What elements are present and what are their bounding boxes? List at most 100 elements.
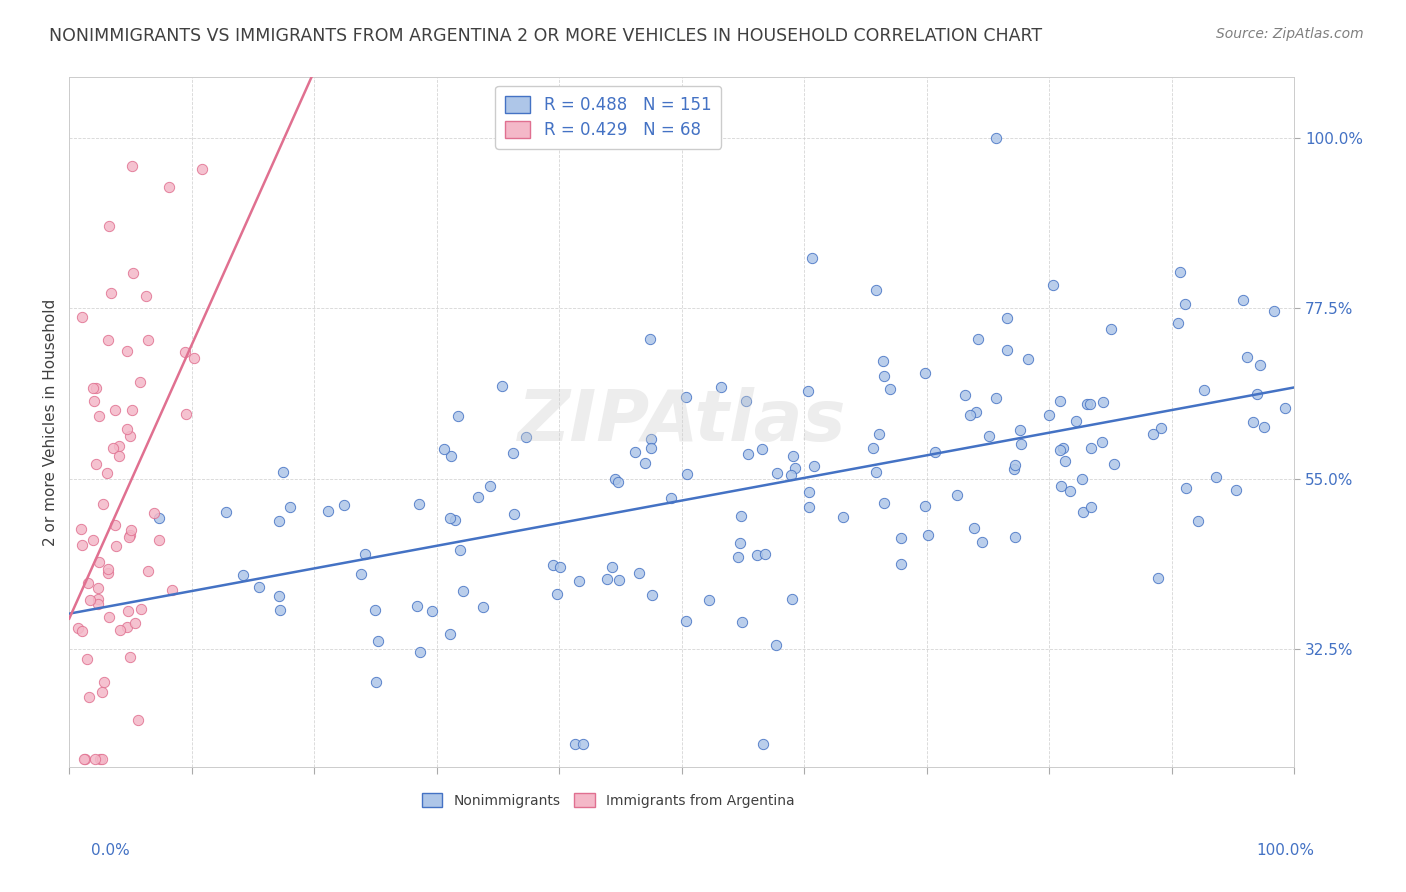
Point: [1192, 383, 1215, 397]
Point: [271, 465, 294, 479]
Point: [832, 510, 855, 524]
Point: [862, 442, 884, 456]
Point: [783, 461, 806, 475]
Point: [122, 266, 145, 280]
Point: [984, 131, 1007, 145]
Point: [364, 603, 387, 617]
Point: [97, 562, 120, 576]
Point: [439, 511, 461, 525]
Point: [1142, 426, 1164, 441]
Point: [917, 528, 939, 542]
Point: [97, 609, 120, 624]
Text: 0.0%: 0.0%: [91, 843, 131, 858]
Point: [502, 507, 524, 521]
Point: [546, 586, 568, 600]
Point: [117, 620, 139, 634]
Point: [797, 500, 820, 514]
Point: [70, 310, 93, 324]
Point: [1253, 419, 1275, 434]
Point: [269, 514, 291, 528]
Point: [797, 485, 820, 500]
Point: [439, 450, 461, 464]
Point: [734, 393, 756, 408]
Point: [1232, 293, 1254, 307]
Point: [143, 506, 166, 520]
Point: [1042, 278, 1064, 293]
Point: [1168, 265, 1191, 279]
Point: [90, 752, 112, 766]
Point: [697, 592, 720, 607]
Point: [148, 511, 170, 525]
Point: [162, 582, 184, 597]
Point: [70, 538, 93, 552]
Point: [965, 405, 987, 419]
Point: [751, 442, 773, 456]
Point: [174, 345, 197, 359]
Point: [868, 427, 890, 442]
Point: [571, 737, 593, 751]
Point: [1090, 435, 1112, 450]
Point: [350, 567, 373, 582]
Point: [118, 531, 141, 545]
Point: [129, 376, 152, 390]
Point: [541, 558, 564, 572]
Point: [433, 442, 456, 456]
Point: [515, 430, 537, 444]
Point: [638, 332, 661, 346]
Point: [872, 353, 894, 368]
Point: [318, 503, 340, 517]
Point: [84, 381, 107, 395]
Point: [568, 574, 591, 589]
Point: [87, 598, 110, 612]
Point: [914, 366, 936, 380]
Point: [606, 475, 628, 489]
Point: [600, 560, 623, 574]
Point: [69, 522, 91, 536]
Point: [1008, 423, 1031, 437]
Point: [641, 588, 664, 602]
Point: [117, 422, 139, 436]
Point: [731, 615, 754, 629]
Point: [77, 576, 100, 591]
Point: [564, 737, 586, 751]
Point: [332, 498, 354, 512]
Point: [765, 638, 787, 652]
Point: [977, 429, 1000, 443]
Point: [87, 409, 110, 423]
Point: [87, 592, 110, 607]
Point: [191, 162, 214, 177]
Point: [215, 505, 238, 519]
Point: [76, 652, 98, 666]
Point: [120, 523, 142, 537]
Point: [451, 584, 474, 599]
Point: [409, 645, 432, 659]
Point: [865, 466, 887, 480]
Point: [491, 379, 513, 393]
Point: [1249, 358, 1271, 372]
Point: [174, 407, 197, 421]
Point: [117, 343, 139, 358]
Text: Source: ZipAtlas.com: Source: ZipAtlas.com: [1216, 27, 1364, 41]
Point: [1174, 297, 1197, 311]
Point: [66, 621, 89, 635]
Point: [405, 599, 427, 614]
Point: [873, 368, 896, 383]
Point: [1071, 505, 1094, 519]
Point: [73, 752, 96, 766]
Point: [1059, 483, 1081, 498]
Point: [183, 351, 205, 366]
Point: [710, 380, 733, 394]
Point: [1241, 415, 1264, 429]
Point: [640, 442, 662, 456]
Point: [91, 497, 114, 511]
Point: [1064, 415, 1087, 429]
Point: [1071, 472, 1094, 486]
Point: [121, 160, 143, 174]
Point: [108, 438, 131, 452]
Point: [946, 488, 969, 502]
Point: [627, 566, 650, 580]
Point: [953, 388, 976, 402]
Point: [1010, 437, 1032, 451]
Point: [91, 685, 114, 699]
Point: [1187, 514, 1209, 528]
